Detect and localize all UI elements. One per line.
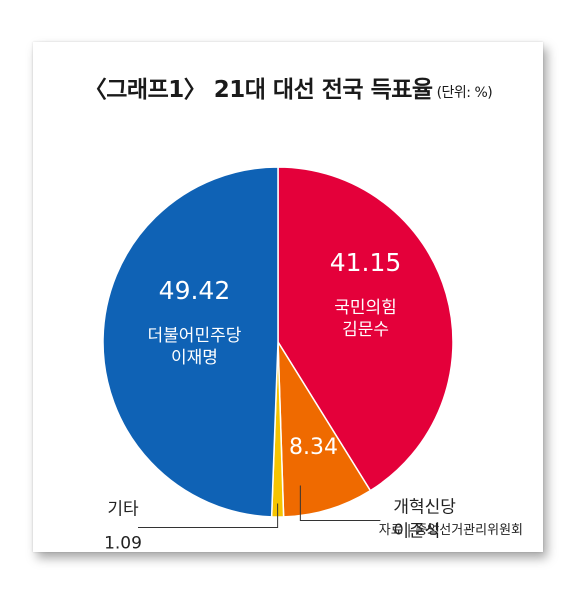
chart-card: 〈그래프1〉 21대 대선 전국 득표율 (단위: %) 41.15 국민의힘 김문수… — [33, 42, 543, 552]
outside-party-label: 기타 — [107, 499, 139, 519]
slice-value-label: 8.34 — [289, 435, 338, 460]
outside-party-label: 개혁신당 — [393, 498, 456, 518]
slice-value-label: 49.42 — [159, 276, 231, 305]
leader-line — [299, 485, 381, 522]
leader-line — [138, 503, 279, 528]
outside-value-label: 1.09 — [104, 533, 142, 552]
unit-label: (단위: %) — [436, 85, 493, 101]
slice-candidate-label: 이재명 — [171, 348, 218, 368]
pie-slice-1 — [277, 339, 372, 518]
slice-candidate-label: 김문수 — [342, 320, 389, 340]
slice-value-label: 41.15 — [330, 248, 402, 277]
outside-candidate-label: 이준석 — [393, 522, 440, 542]
pie-slice-3 — [102, 166, 279, 518]
pie-slice-0 — [277, 166, 454, 492]
slice-party-label: 국민의힘 — [334, 298, 397, 318]
slice-party-label: 더불어민주당 — [148, 326, 242, 346]
chart-title-text: 〈그래프1〉 21대 대선 전국 득표율 — [83, 77, 433, 103]
source-note: 자료 | 중앙선거관리위원회 — [378, 523, 523, 538]
chart-title: 〈그래프1〉 21대 대선 전국 득표율 (단위: %) — [33, 70, 543, 104]
